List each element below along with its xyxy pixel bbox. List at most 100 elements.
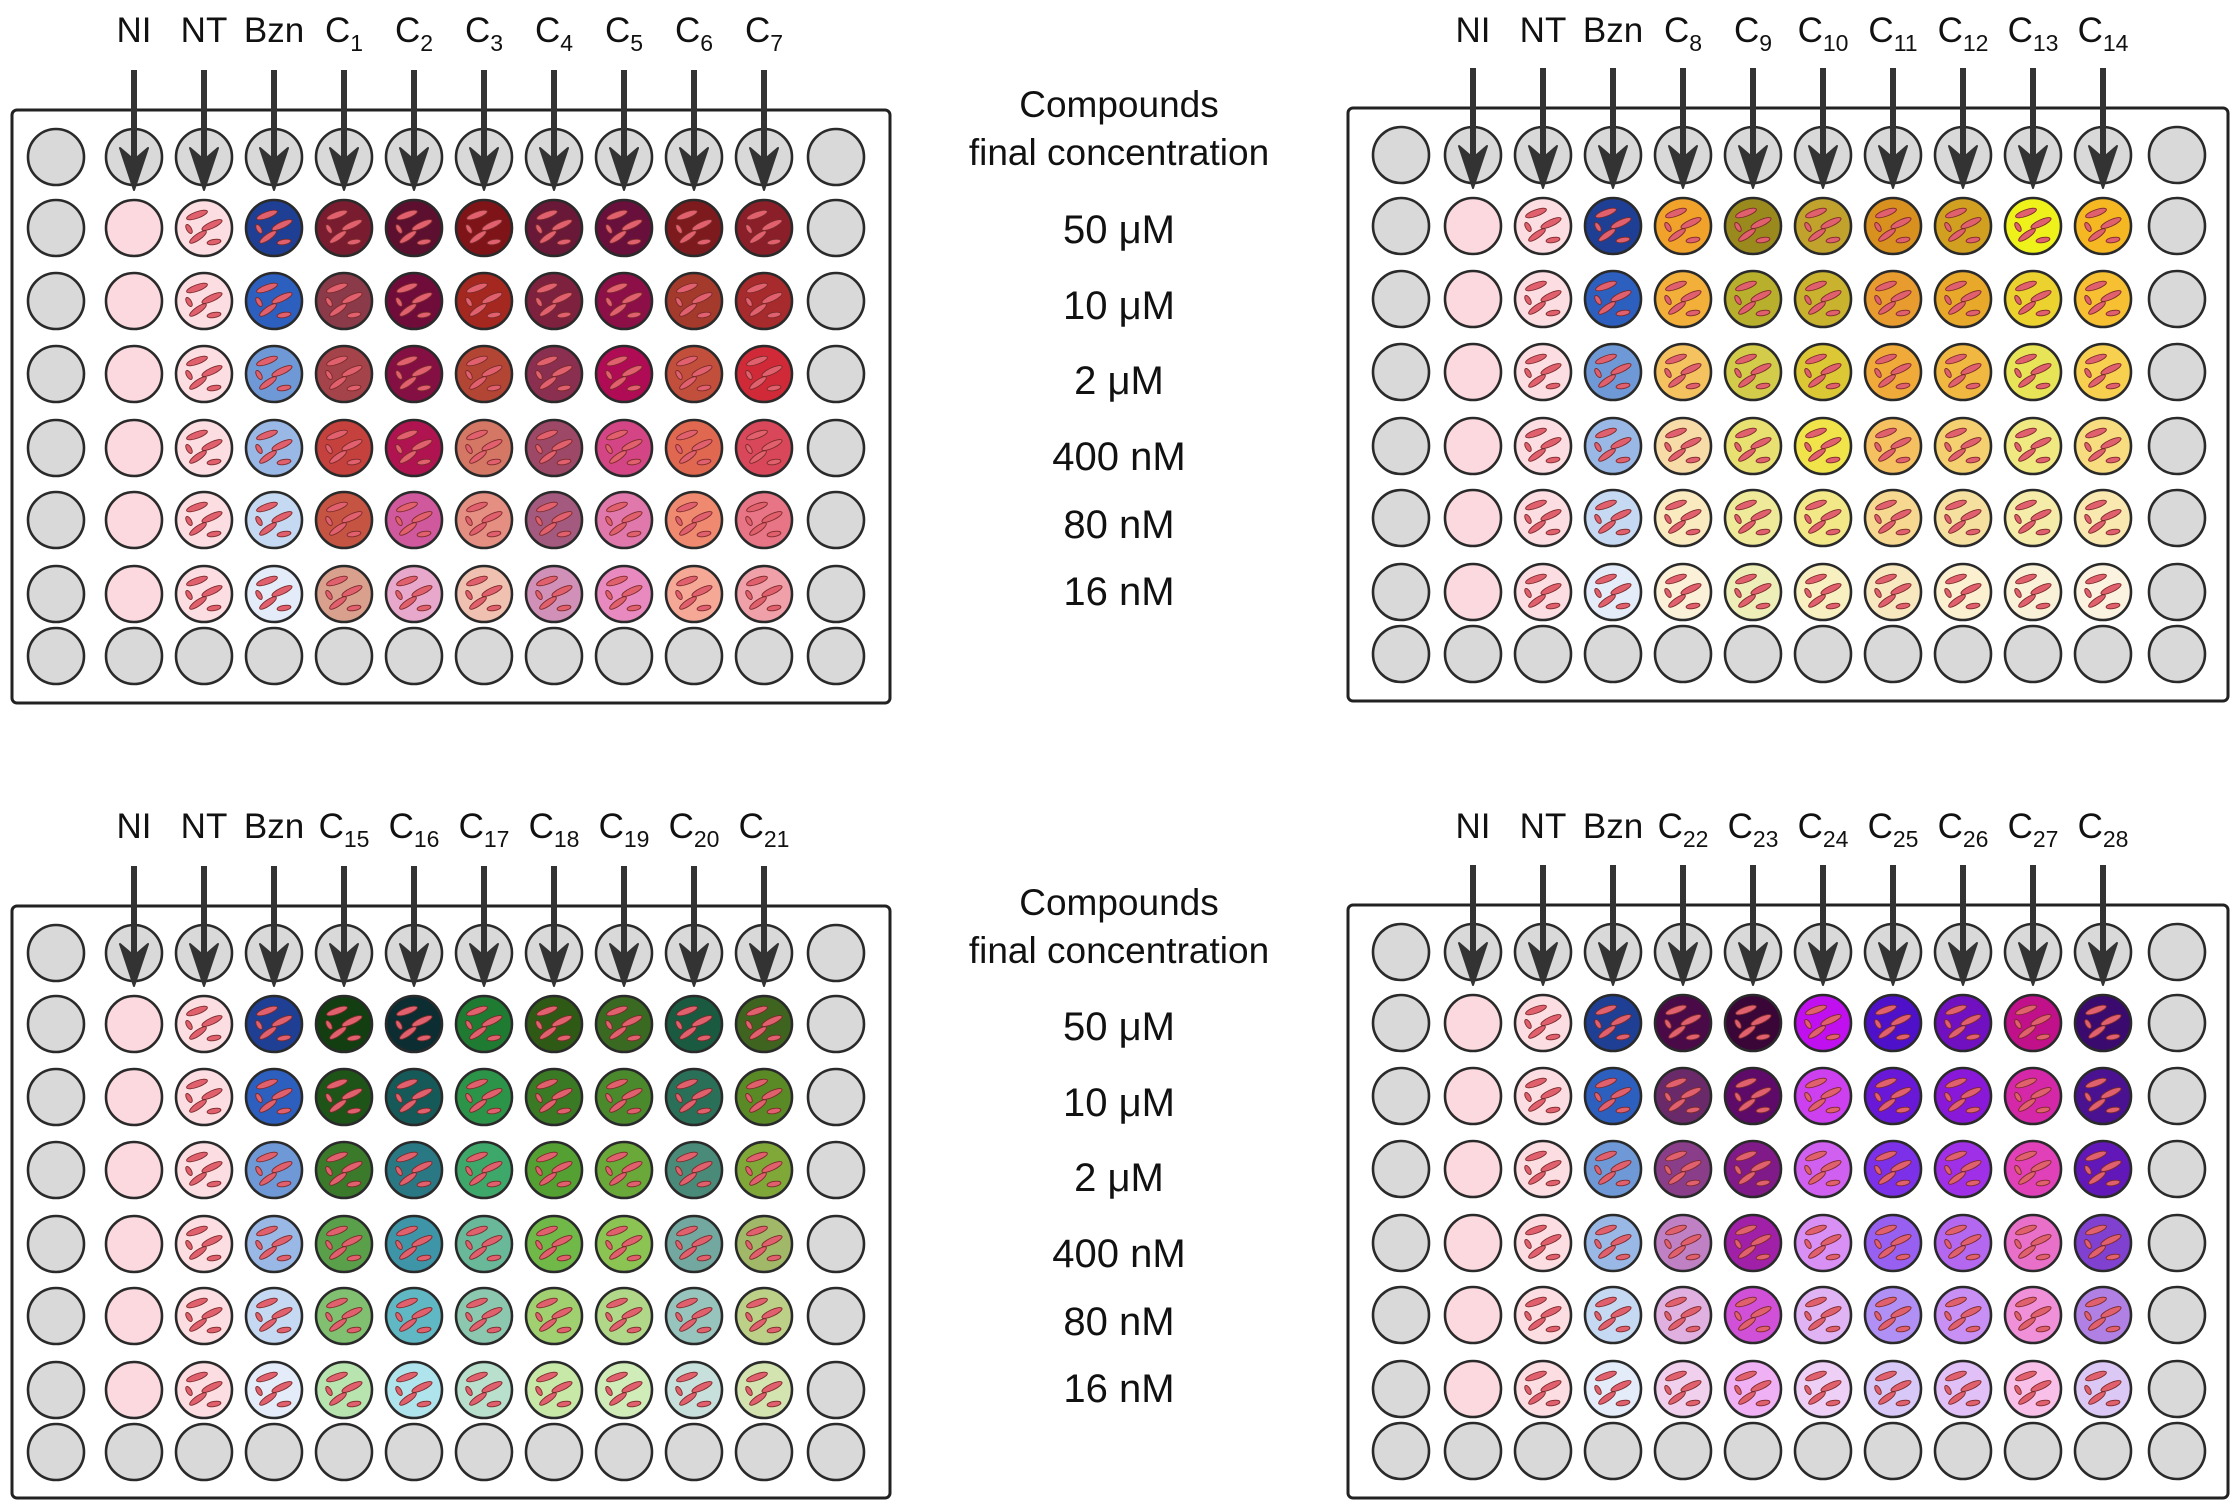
legend-title-line: final concentration — [969, 132, 1269, 173]
compound-well — [1653, 1285, 1713, 1345]
column-label: C11 — [1868, 11, 1917, 56]
concentration-label: 10 μM — [1063, 1081, 1175, 1125]
empty-well — [734, 626, 794, 686]
column-label: C23 — [1728, 807, 1779, 852]
empty-well — [2147, 922, 2207, 982]
arrow-icon — [1598, 68, 1628, 189]
compound-well — [1863, 1066, 1923, 1126]
empty-well — [2073, 624, 2133, 684]
empty-well — [244, 626, 304, 686]
column-label: C25 — [1868, 807, 1919, 852]
compound-well — [594, 564, 654, 624]
compound-well — [594, 1360, 654, 1420]
column-label: Bzn — [244, 11, 304, 50]
column-label: C10 — [1798, 11, 1849, 56]
arrow-icon — [399, 866, 429, 987]
nt-well — [1513, 488, 1573, 548]
empty-well — [2147, 196, 2207, 256]
empty-well — [26, 271, 86, 331]
compound-well — [734, 198, 794, 258]
arrow-icon — [2018, 865, 2048, 986]
compound-well — [1933, 269, 1993, 329]
column-label: C21 — [739, 807, 790, 852]
arrow-icon — [609, 70, 639, 191]
empty-well — [1443, 624, 1503, 684]
concentration-legend-bottom: Compounds final concentration 50 μM 10 μM 2 … — [969, 882, 1269, 1411]
concentration-label: 16 nM — [1063, 570, 1174, 614]
empty-well — [26, 626, 86, 686]
compound-well — [1723, 416, 1783, 476]
concentration-label: 16 nM — [1063, 1367, 1174, 1411]
compound-well — [384, 271, 444, 331]
empty-well — [26, 1067, 86, 1127]
compound-well — [734, 1067, 794, 1127]
compound-well — [2003, 488, 2063, 548]
arrow-icon — [1528, 865, 1558, 986]
nt-well — [174, 1067, 234, 1127]
compound-well — [314, 198, 374, 258]
ni-well — [1443, 1359, 1503, 1419]
empty-well — [806, 271, 866, 331]
empty-well — [806, 1286, 866, 1346]
bzn-well — [1583, 1213, 1643, 1273]
compound-well — [734, 1140, 794, 1200]
empty-well — [1723, 1421, 1783, 1481]
arrow-icon — [189, 70, 219, 191]
compound-well — [2003, 1213, 2063, 1273]
empty-well — [244, 1422, 304, 1482]
compound-well — [1723, 1213, 1783, 1273]
compound-well — [734, 1360, 794, 1420]
empty-well — [2147, 1359, 2207, 1419]
compound-well — [734, 344, 794, 404]
column-label: NT — [181, 11, 228, 50]
concentration-label: 2 μM — [1074, 1156, 1164, 1200]
empty-well — [594, 1422, 654, 1482]
compound-well — [1653, 416, 1713, 476]
compound-well — [2073, 1285, 2133, 1345]
column-label: NT — [181, 807, 228, 846]
arrow-icon — [1808, 865, 1838, 986]
ni-well — [104, 1214, 164, 1274]
compound-well — [734, 1214, 794, 1274]
arrow-icon — [1458, 68, 1488, 189]
compound-well — [454, 1140, 514, 1200]
compound-well — [1863, 1359, 1923, 1419]
empty-well — [2147, 1139, 2207, 1199]
compound-well — [594, 198, 654, 258]
compound-well — [664, 490, 724, 550]
plates-layer: NI NT Bzn C1 C2 C3 C4 C5 C6 C7 NI NT Bzn C8 C9 C10 C11 C1… — [10, 11, 2230, 1500]
ni-well — [1443, 1139, 1503, 1199]
plate-1: NI NT Bzn C1 C2 C3 C4 C5 C6 C7 — [10, 11, 892, 705]
compound-well — [314, 564, 374, 624]
ni-well — [1443, 488, 1503, 548]
empty-well — [26, 490, 86, 550]
bzn-well — [244, 564, 304, 624]
empty-well — [454, 626, 514, 686]
compound-well — [1863, 488, 1923, 548]
compound-well — [2073, 993, 2133, 1053]
nt-well — [1513, 342, 1573, 402]
empty-well — [734, 1422, 794, 1482]
arrow-icon — [1948, 865, 1978, 986]
compound-well — [384, 344, 444, 404]
compound-well — [1653, 1359, 1713, 1419]
empty-well — [806, 626, 866, 686]
compound-well — [314, 418, 374, 478]
compound-well — [524, 994, 584, 1054]
concentration-label: 50 μM — [1063, 208, 1175, 252]
column-label: C26 — [1938, 807, 1989, 852]
compound-well — [524, 198, 584, 258]
compound-well — [1863, 1285, 1923, 1345]
empty-well — [2147, 1213, 2207, 1273]
compound-well — [454, 344, 514, 404]
arrow-icon — [1738, 865, 1768, 986]
compound-well — [594, 1067, 654, 1127]
empty-well — [174, 626, 234, 686]
compound-well — [1863, 993, 1923, 1053]
concentration-label: 80 nM — [1063, 503, 1174, 547]
column-label: NT — [1520, 11, 1567, 50]
arrow-icon — [2088, 865, 2118, 986]
empty-well — [1371, 562, 1431, 622]
compound-well — [2003, 1066, 2063, 1126]
nt-well — [174, 1214, 234, 1274]
